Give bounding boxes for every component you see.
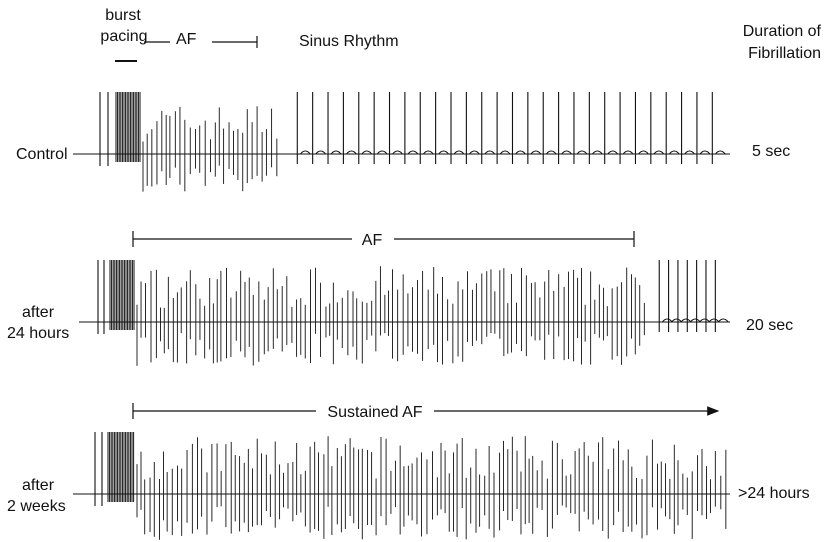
duration-header-line1: Duration of [742, 23, 821, 40]
t-wave [330, 150, 342, 155]
t-wave [638, 150, 649, 155]
t-wave [315, 150, 327, 155]
trace-label-control: Control [16, 146, 68, 163]
t-wave [591, 150, 603, 155]
t-wave [684, 150, 695, 155]
ecg-trace-2 [84, 432, 730, 540]
ecg-trace-1 [86, 260, 730, 366]
t-wave [680, 318, 692, 323]
t-wave [499, 150, 511, 155]
burst-label-line1: burst [105, 7, 141, 24]
t-wave [530, 150, 542, 155]
t-wave [708, 318, 720, 323]
ecg-trace-0 [84, 92, 730, 192]
t-wave [699, 318, 710, 323]
t-wave [717, 318, 729, 323]
t-wave [361, 150, 373, 155]
t-wave [453, 150, 465, 155]
t-wave [689, 318, 701, 323]
burst-label-line2: pacing [100, 28, 148, 45]
t-wave [299, 150, 311, 155]
t-wave [607, 150, 619, 155]
af-annotation-label: AF [362, 232, 383, 249]
t-wave [671, 318, 682, 323]
sinus-rhythm-label: Sinus Rhythm [299, 33, 399, 50]
t-wave [561, 150, 572, 155]
ecg-traces-group [84, 92, 730, 540]
t-wave [484, 150, 496, 155]
duration-header-line2: Fibrillation [748, 45, 821, 62]
t-wave [469, 150, 480, 155]
duration-24h: 20 sec [746, 317, 794, 334]
t-wave [422, 150, 434, 155]
af-header-label: AF [176, 31, 197, 48]
trace-label-2w-line1: after [22, 477, 55, 494]
t-wave [376, 150, 388, 155]
t-wave [622, 150, 634, 155]
trace-label-2w-line2: 2 weeks [7, 498, 66, 515]
t-wave [714, 150, 726, 155]
t-wave [392, 150, 403, 155]
t-wave [438, 150, 449, 155]
t-wave [668, 150, 680, 155]
duration-2w: >24 hours [738, 485, 810, 502]
t-wave [653, 150, 665, 155]
t-wave [699, 150, 711, 155]
t-wave [545, 150, 557, 155]
t-wave [515, 150, 526, 155]
trace-label-24h-line1: after [22, 304, 55, 321]
t-wave [407, 150, 419, 155]
t-wave [661, 318, 673, 323]
duration-control: 5 sec [752, 143, 791, 160]
sustained-af-label: Sustained AF [327, 404, 422, 421]
t-wave [346, 150, 357, 155]
trace-label-24h-line2: 24 hours [7, 325, 70, 342]
t-wave [576, 150, 588, 155]
